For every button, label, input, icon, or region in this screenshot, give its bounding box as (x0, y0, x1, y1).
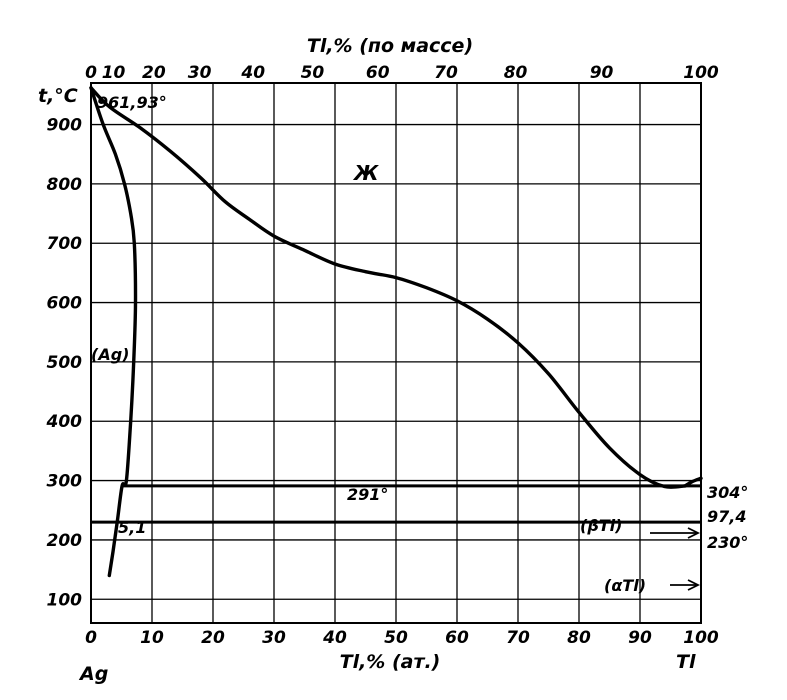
left-component-label: Ag (78, 663, 108, 685)
y-axis-label: t,°C (38, 85, 78, 107)
x-tick-label-bottom: 40 (322, 628, 347, 648)
phase-boundary-solvus (89, 86, 138, 578)
alpha-tl-label: (αTl) (604, 576, 646, 595)
x-ticks-bottom: 0 10 20 30 40 50 60 70 80 90 100 (85, 628, 719, 648)
right-component-label: Tl (676, 651, 696, 673)
x-tick-label-bottom: 80 (567, 628, 591, 648)
x-tick-label-bottom: 30 (262, 628, 286, 648)
beta-tl-arrow (650, 527, 701, 539)
grid (91, 83, 701, 623)
phase-boundary-liquidus (89, 86, 687, 489)
x-tick-label-top: 20 (142, 63, 166, 83)
x-tick-label-bottom: 10 (140, 628, 164, 648)
chart-title: Tl,% (по массе) (307, 35, 473, 57)
x-tick-label-top: 70 (434, 63, 458, 83)
y-tick-label: 500 (47, 353, 83, 373)
x-tick-label-bottom: 60 (445, 628, 469, 648)
x-tick-label-bottom: 100 (683, 628, 719, 648)
plot-frame (90, 82, 702, 624)
y-tick-label: 200 (47, 531, 83, 551)
y-tick-label: 900 (47, 116, 83, 136)
x-tick-label-top: 0 (85, 63, 97, 83)
x-tick-label-top: 40 (240, 63, 265, 83)
y-tick-label: 100 (47, 590, 83, 610)
liquid-region-label: Ж (352, 161, 379, 185)
tl-melting-point-label: 304° (707, 483, 748, 502)
y-ticks: 100 200 300 400 500 600 700 800 900 (46, 116, 83, 611)
x-tick-label-top: 60 (366, 63, 390, 83)
x-tick-label-top: 50 (301, 63, 325, 83)
x-ticks-top: 0 10 20 30 40 50 60 70 80 90 100 (85, 63, 719, 83)
eutectic-solubility-label: 5,1 (118, 518, 146, 537)
x-tick-label-bottom: 20 (201, 628, 225, 648)
x-tick-label-bottom: 0 (85, 628, 97, 648)
beta-tl-label: (βTl) (580, 516, 622, 535)
y-tick-label: 700 (47, 234, 83, 254)
x-tick-label-top: 30 (188, 63, 212, 83)
y-tick-label: 400 (46, 412, 83, 432)
y-tick-label: 300 (47, 472, 83, 492)
x-tick-label-bottom: 50 (384, 628, 408, 648)
x-tick-label-top: 90 (590, 63, 614, 83)
series-layer (89, 86, 703, 578)
ag-melting-point-label: 961,93° (97, 93, 167, 112)
eutectic-composition-label: 97,4 (707, 507, 746, 526)
y-tick-label: 600 (47, 294, 83, 314)
x-tick-label-top: 100 (683, 63, 719, 83)
y-tick-label: 800 (47, 175, 83, 195)
x-axis-label: Tl,% (ат.) (340, 651, 441, 673)
x-tick-label-top: 80 (504, 63, 528, 83)
eutectic-temperature-label: 291° (347, 485, 388, 504)
alpha-tl-arrow (670, 579, 701, 591)
transition-temperature-label: 230° (707, 533, 748, 552)
x-tick-label-top: 10 (102, 63, 126, 83)
ag-solid-solution-label: (Ag) (91, 345, 129, 364)
x-tick-label-bottom: 70 (506, 628, 530, 648)
x-tick-label-bottom: 90 (628, 628, 652, 648)
